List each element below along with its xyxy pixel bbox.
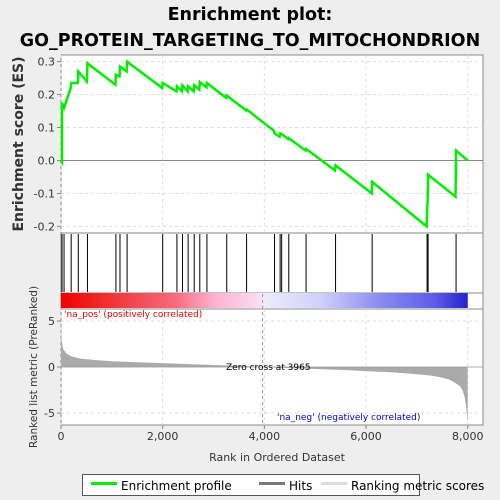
chart-title-line1: Enrichment plot: bbox=[167, 5, 333, 25]
ranking-metric-swatch-line bbox=[321, 482, 347, 485]
metric-x-axis-label: Rank in Ordered Dataset bbox=[209, 451, 346, 464]
es-y-axis-label: Enrichment score (ES) bbox=[11, 56, 27, 231]
metric-y-axis: -5 0 5 bbox=[44, 315, 61, 420]
positive-correlation-label: 'na_pos' (positively correlated) bbox=[64, 310, 202, 320]
es-y-axis: -0.2 -0.1 0.0 0.1 0.2 0.3 bbox=[34, 56, 61, 233]
es-y-tick-label: 0.1 bbox=[38, 122, 56, 135]
es-y-tick-label: -0.1 bbox=[34, 187, 55, 200]
metric-y-axis-label: Ranked list metric (PreRanked) bbox=[28, 286, 40, 448]
metric-y-tick-label: -5 bbox=[44, 407, 55, 420]
es-y-tick-label: 0.3 bbox=[38, 56, 56, 69]
metric-x-tick-label: 2,000 bbox=[147, 430, 179, 443]
es-y-tick-label: 0.0 bbox=[38, 154, 56, 167]
chart-title: Enrichment plot: GO_PROTEIN_TARGETING_TO… bbox=[0, 2, 500, 54]
zero-cross-label: Zero cross at 3965 bbox=[226, 363, 311, 373]
metric-x-axis: 0 2,000 4,000 6,000 8,000 bbox=[58, 425, 484, 443]
hits-swatch bbox=[259, 482, 285, 485]
metric-y-tick-label: 0 bbox=[48, 361, 55, 374]
legend-hits: Hits bbox=[289, 479, 313, 493]
metric-x-tick-label: 8,000 bbox=[452, 430, 484, 443]
es-y-tick-label: -0.2 bbox=[34, 220, 55, 233]
hits-group bbox=[61, 234, 457, 292]
es-y-tick-label: 0.2 bbox=[38, 89, 56, 102]
enrichment-profile-line bbox=[59, 59, 469, 229]
chart-title-line2: GO_PROTEIN_TARGETING_TO_MITOCHONDRION bbox=[19, 31, 481, 51]
ranked-colorbar bbox=[61, 293, 468, 308]
hits-plot-area bbox=[60, 232, 484, 294]
legend-enrichment-profile: Enrichment profile bbox=[121, 479, 232, 493]
metric-x-tick-label: 6,000 bbox=[350, 430, 382, 443]
legend-ranking-metric: Ranking metric scores bbox=[351, 479, 485, 493]
es-plot-area bbox=[60, 54, 484, 234]
negative-correlation-label: 'na_neg' (negatively correlated) bbox=[277, 413, 420, 423]
metric-x-tick-label: 0 bbox=[58, 430, 65, 443]
metric-y-tick-label: 5 bbox=[48, 315, 55, 328]
metric-x-tick-label: 4,000 bbox=[249, 430, 281, 443]
enrichment-profile-swatch bbox=[91, 482, 117, 485]
legend: Enrichment profile Hits Ranking metric s… bbox=[82, 474, 484, 496]
